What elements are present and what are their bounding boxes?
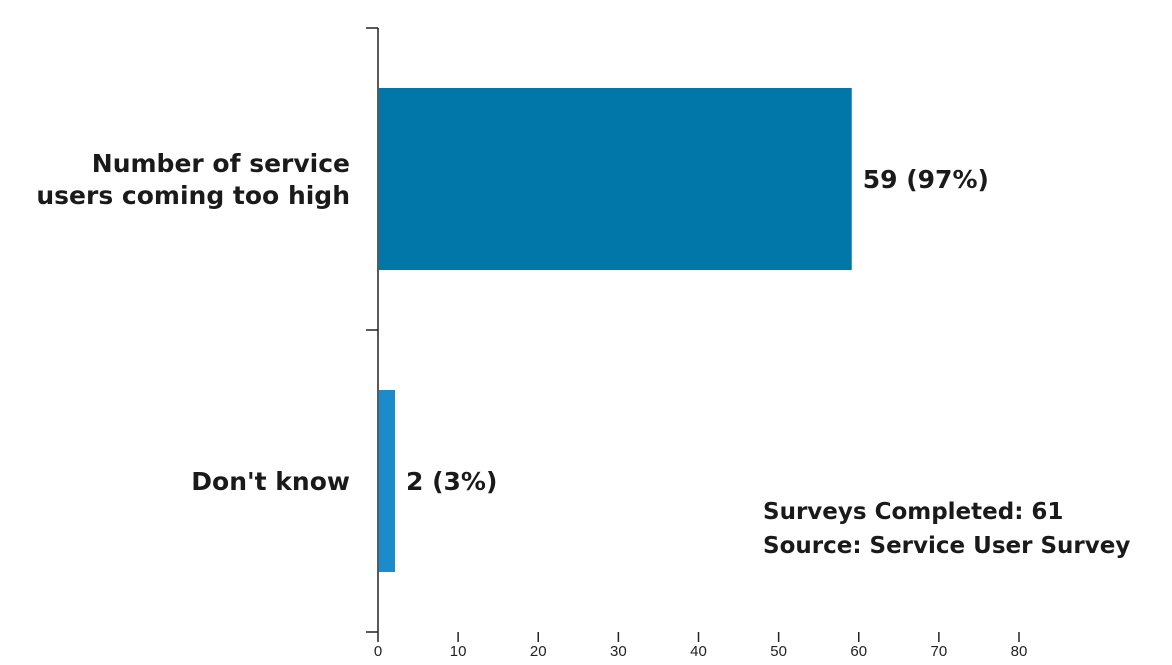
x-tick-label-8: 80: [1011, 643, 1028, 660]
bar-1: [379, 390, 396, 572]
category-label-0: Number of service users coming too high: [36, 149, 350, 210]
x-tick-label-6: 60: [850, 643, 867, 660]
data-label-0: 59 (97%): [863, 165, 989, 194]
x-tick-label-7: 70: [931, 643, 948, 660]
note-line-1: Source: Service User Survey: [763, 533, 1130, 559]
x-tick-label-4: 40: [690, 643, 707, 660]
note-line-0: Surveys Completed: 61: [763, 499, 1063, 525]
chart-annotation: Surveys Completed: 61 Source: Service Use…: [763, 499, 1130, 559]
x-tick-label-5: 50: [770, 643, 787, 660]
data-label-1: 2 (3%): [406, 467, 497, 496]
bar-0: [379, 88, 852, 270]
labels-layer: Number of service users coming too high 59…: [36, 149, 989, 496]
axes-layer: 0 10 20 30 40 50 60 70 80: [366, 27, 1028, 660]
x-tick-label-0: 0: [374, 643, 382, 660]
x-tick-label-2: 20: [530, 643, 547, 660]
x-tick-label-1: 10: [450, 643, 467, 660]
category-label-1: Don't know: [191, 467, 350, 496]
x-tick-label-3: 30: [610, 643, 627, 660]
bars-layer: [379, 88, 852, 572]
